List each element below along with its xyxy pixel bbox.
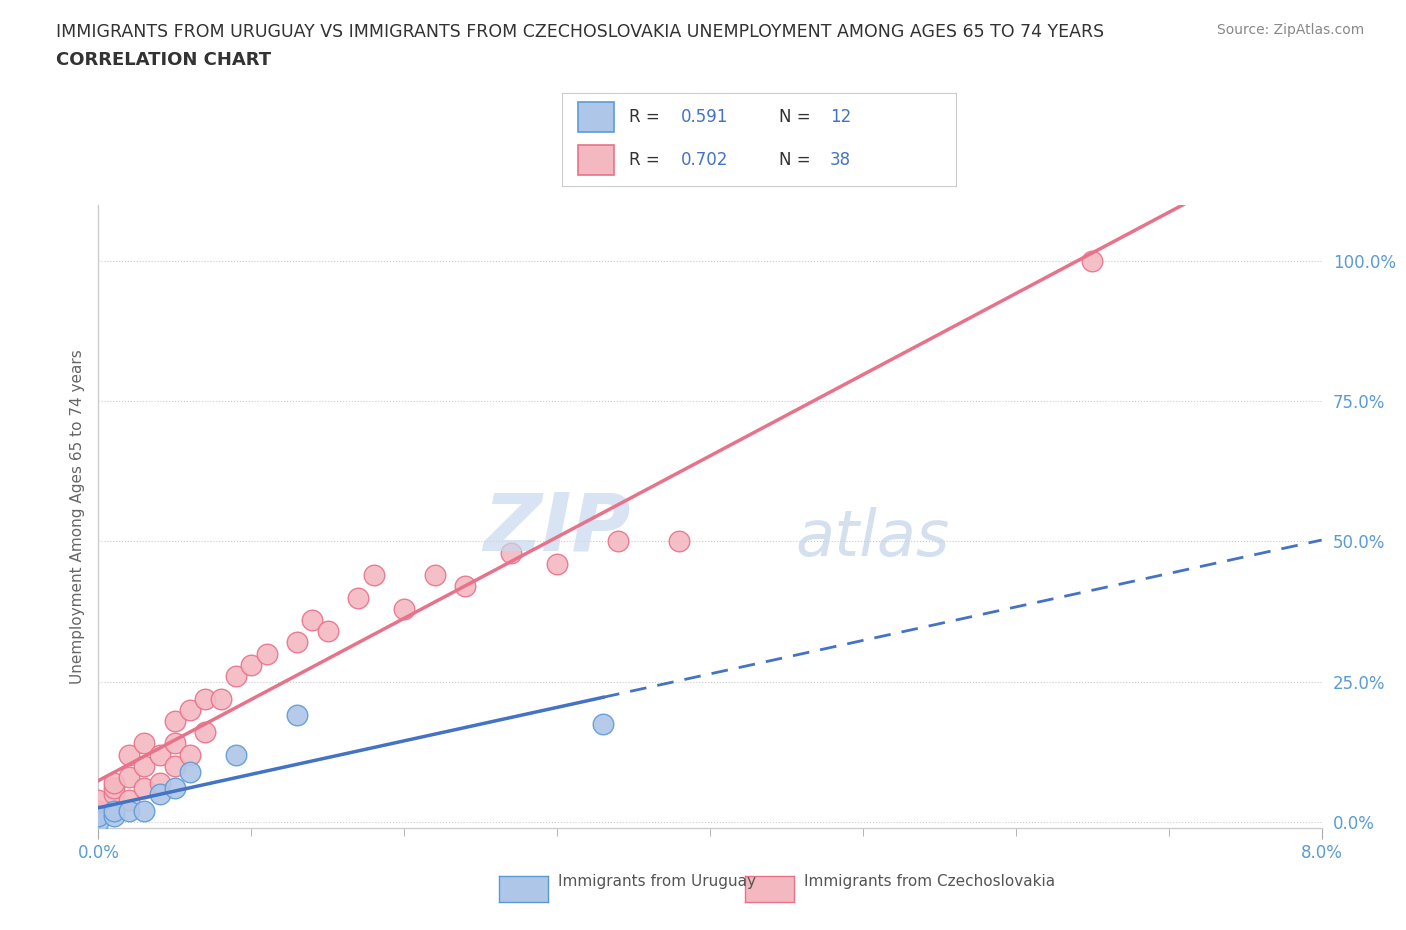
Point [149,776,172,790]
Text: N =: N = [779,108,815,126]
Point [118,770,141,785]
Point [225,748,247,763]
Text: 12: 12 [830,108,852,126]
Text: R =: R = [630,108,665,126]
Point [103,781,125,796]
Point [194,724,217,739]
Point [134,759,156,774]
Point [103,809,125,824]
Text: IMMIGRANTS FROM URUGUAY VS IMMIGRANTS FROM CZECHOSLOVAKIA UNEMPLOYMENT AMONG AGE: IMMIGRANTS FROM URUGUAY VS IMMIGRANTS FR… [56,23,1104,41]
Point [163,713,186,728]
Text: R =: R = [630,151,665,169]
Point [103,776,125,790]
Point [240,658,263,672]
Point [118,748,141,763]
Text: N =: N = [779,151,815,169]
Point [225,669,247,684]
Point [285,708,308,723]
Point [668,534,690,549]
Point [316,624,339,639]
Point [179,764,201,779]
Point [209,691,232,706]
Text: CORRELATION CHART: CORRELATION CHART [56,51,271,69]
Point [134,804,156,818]
Text: atlas: atlas [796,507,950,569]
Point [301,613,323,628]
Point [423,567,446,582]
Point [149,787,172,802]
Point [134,736,156,751]
Point [103,804,125,818]
Text: 0.702: 0.702 [681,151,728,169]
Point [87,809,110,824]
Point [179,702,201,717]
Point [546,556,568,571]
Point [179,748,201,763]
Bar [578,102,613,132]
Point [194,691,217,706]
Point [592,716,614,731]
Point [285,635,308,650]
Point [1081,253,1104,268]
Point [163,781,186,796]
Point [134,781,156,796]
Point [347,591,370,605]
Point [103,787,125,802]
Point [118,792,141,807]
Point [607,534,630,549]
Text: Source: ZipAtlas.com: Source: ZipAtlas.com [1216,23,1364,37]
Text: ZIP: ZIP [484,489,630,567]
Point [87,804,110,818]
Text: Immigrants from Czechoslovakia: Immigrants from Czechoslovakia [804,874,1056,889]
Point [118,804,141,818]
Point [87,815,110,830]
Bar [578,145,613,175]
Point [163,736,186,751]
Point [149,748,172,763]
Point [501,545,523,560]
Point [87,809,110,824]
Text: 0.591: 0.591 [681,108,728,126]
Point [256,646,278,661]
Point [87,792,110,807]
Point [454,578,477,593]
Text: Immigrants from Uruguay: Immigrants from Uruguay [558,874,756,889]
Point [392,602,416,617]
Text: 38: 38 [830,151,851,169]
Y-axis label: Unemployment Among Ages 65 to 74 years: Unemployment Among Ages 65 to 74 years [69,349,84,684]
Point [163,759,186,774]
Point [363,567,385,582]
